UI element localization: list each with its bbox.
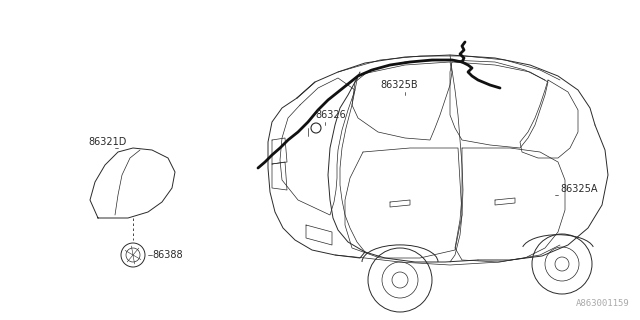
Text: 86326: 86326 bbox=[315, 110, 346, 120]
Text: 86321D: 86321D bbox=[88, 137, 126, 147]
Text: 86388: 86388 bbox=[152, 250, 182, 260]
Text: 86325A: 86325A bbox=[560, 184, 598, 194]
Text: 86325B: 86325B bbox=[380, 80, 418, 90]
Text: A863001159: A863001159 bbox=[576, 299, 630, 308]
